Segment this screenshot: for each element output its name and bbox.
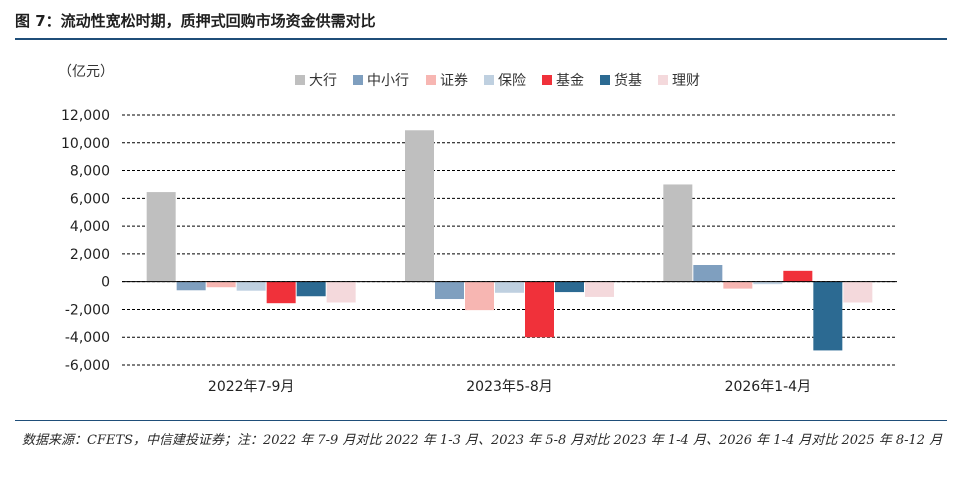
legend-label: 大行 (309, 73, 337, 89)
bar-大行 (146, 192, 176, 282)
legend-swatch-中小行 (353, 75, 363, 85)
y-tick-label: 8,000 (70, 164, 110, 180)
bar-chart: （亿元） 12,000 10,000 8,000 6,000 4,000 2,000 0 -2,… (58, 64, 897, 395)
x-category-label: 2026年1-4月 (725, 379, 812, 395)
bar-大行 (405, 130, 434, 282)
y-tick-label: 4,000 (70, 219, 110, 235)
y-tick-label: 6,000 (70, 191, 110, 207)
legend-label: 货基 (614, 72, 642, 89)
bar-货基 (296, 281, 326, 297)
bar-基金 (783, 270, 813, 282)
source-divider (15, 420, 947, 421)
x-category-label: 2022年7-9月 (208, 379, 295, 395)
legend-swatch-货基 (600, 75, 610, 85)
y-tick-label: 12,000 (61, 108, 110, 124)
y-tick-label: -6,000 (65, 358, 110, 374)
y-tick-label: -4,000 (65, 330, 110, 346)
bar-中小行 (693, 265, 723, 282)
bar-大行 (663, 184, 693, 282)
bar-理财 (326, 281, 356, 303)
bar-中小行 (435, 281, 464, 300)
legend-swatch-理财 (658, 75, 668, 85)
bar-证券 (206, 281, 236, 288)
legend-label: 理财 (672, 73, 700, 89)
legend-label: 证券 (440, 73, 468, 89)
bar-保险 (236, 281, 266, 291)
source-note: 数据来源：CFETS，中信建投证券；注：2022 年 7-9 月对比 2022 … (22, 433, 943, 448)
bar-货基 (813, 281, 843, 351)
y-tick-label: 10,000 (61, 136, 110, 152)
legend-swatch-保险 (484, 75, 494, 85)
figure-title: 图 7：流动性宽松时期，质押式回购市场资金供需对比 (15, 12, 376, 30)
bar-证券 (723, 281, 753, 289)
title-divider (15, 38, 947, 40)
bar-理财 (843, 281, 873, 303)
legend-swatch-基金 (542, 75, 552, 85)
bar-保险 (753, 281, 783, 285)
legend-label: 基金 (556, 72, 584, 89)
legend-swatch-大行 (295, 75, 305, 85)
bar-中小行 (176, 281, 206, 291)
x-category-label: 2023年5-8月 (466, 379, 553, 395)
y-unit-label: （亿元） (58, 64, 114, 80)
bar-基金 (266, 281, 296, 304)
bar-货基 (555, 281, 584, 293)
y-tick-label: 0 (101, 275, 110, 291)
legend-label: 中小行 (367, 73, 409, 89)
bar-保险 (495, 281, 524, 293)
legend-swatch-证券 (426, 75, 436, 85)
y-tick-label: -2,000 (65, 302, 110, 318)
bar-证券 (465, 281, 494, 311)
legend-label: 保险 (498, 73, 526, 89)
bar-理财 (585, 281, 614, 297)
y-tick-label: 2,000 (70, 247, 110, 263)
bar-基金 (525, 281, 554, 338)
